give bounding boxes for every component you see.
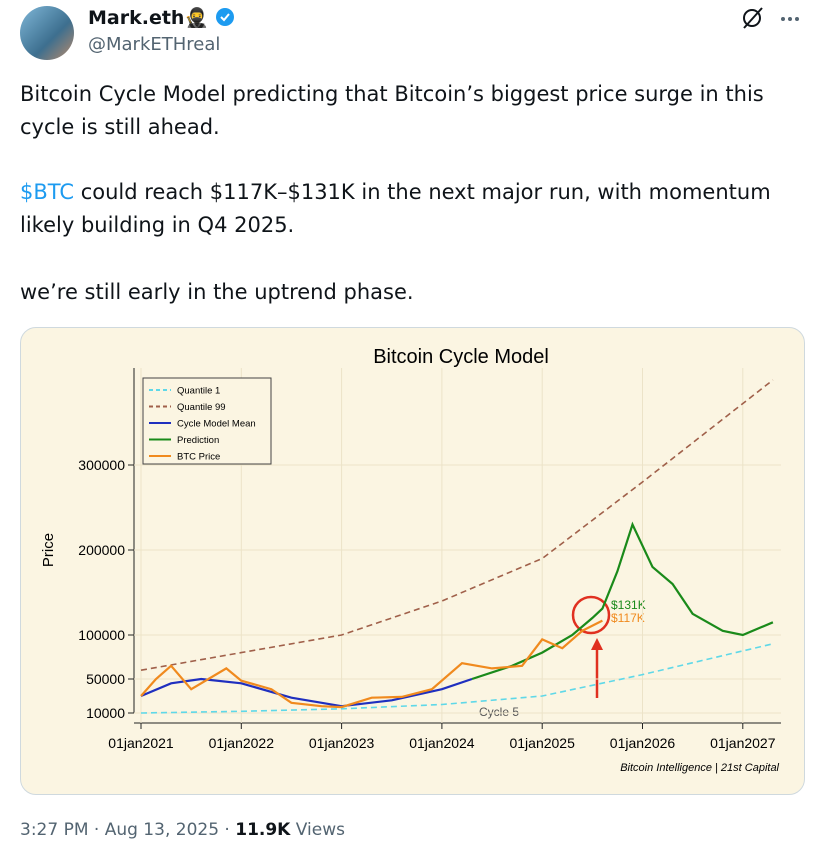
x-tick-label: 01jan2025 [509,735,575,751]
legend-label: Prediction [177,435,219,446]
series-line [140,379,774,671]
legend-label: Cycle Model Mean [177,419,256,430]
x-tick-label: 01jan2027 [710,735,776,751]
display-name[interactable]: Mark.eth🥷 [88,6,235,29]
cashtag[interactable]: $BTC [20,180,75,204]
chart: Bitcoin Cycle Model Price $131K $117K Cy… [40,346,781,774]
annotation: Cycle 5 [479,705,519,719]
series-line [140,619,603,709]
header-icons [743,7,799,29]
legend-label: BTC Price [177,452,220,463]
series-line [140,643,774,714]
view-count: 11.9K [235,820,291,840]
grok-icon[interactable] [743,9,761,27]
y-tick-label: 100000 [78,627,125,643]
annotation: $117K [611,611,645,625]
series-line [140,677,473,708]
more-icon[interactable] [781,17,785,21]
legend-label: Quantile 99 [177,402,226,413]
views-label: Views [290,820,345,840]
x-tick-label: 01jan2024 [409,735,475,751]
chart-image[interactable]: Bitcoin Cycle Model Price $131K $117K Cy… [20,327,805,795]
arrow-head [591,638,603,650]
y-tick-label: 300000 [78,457,125,473]
handle[interactable]: @MarkETHreal [88,34,221,55]
verified-badge [215,8,234,26]
y-axis-label: Price [40,533,57,567]
y-tick-label: 10000 [86,705,125,721]
chart-title: Bitcoin Cycle Model [373,346,549,368]
tweet-text-part: could reach $117K–$131K in the next majo… [20,180,771,237]
credit: Bitcoin Intelligence | 21st Capital [620,762,779,774]
y-tick-label: 200000 [78,542,125,558]
highlight-circle [571,595,611,635]
x-tick-label: 01jan2021 [108,735,174,751]
y-tick-label: 50000 [86,671,125,687]
x-tick-label: 01jan2022 [209,735,275,751]
legend [142,377,272,465]
annotation: $131K [611,598,646,612]
series-line [471,521,774,681]
x-tick-label: 01jan2026 [610,735,676,751]
name-text[interactable]: Mark.eth🥷 [88,7,209,29]
tweet-text: we’re still early in the uptrend phase. [20,280,414,304]
x-tick-label: 01jan2023 [309,735,375,751]
timestamp[interactable]: 3:27 PM · Aug 13, 2025 · [20,820,236,840]
tweet-text: $BTC could reach $117K–$131K in the next… [20,176,800,242]
tweet-meta: 3:27 PM · Aug 13, 2025 · 11.9K Views [20,820,345,840]
avatar[interactable] [20,6,74,60]
legend-label: Quantile 1 [177,386,220,397]
tweet-text: Bitcoin Cycle Model predicting that Bitc… [20,82,764,139]
